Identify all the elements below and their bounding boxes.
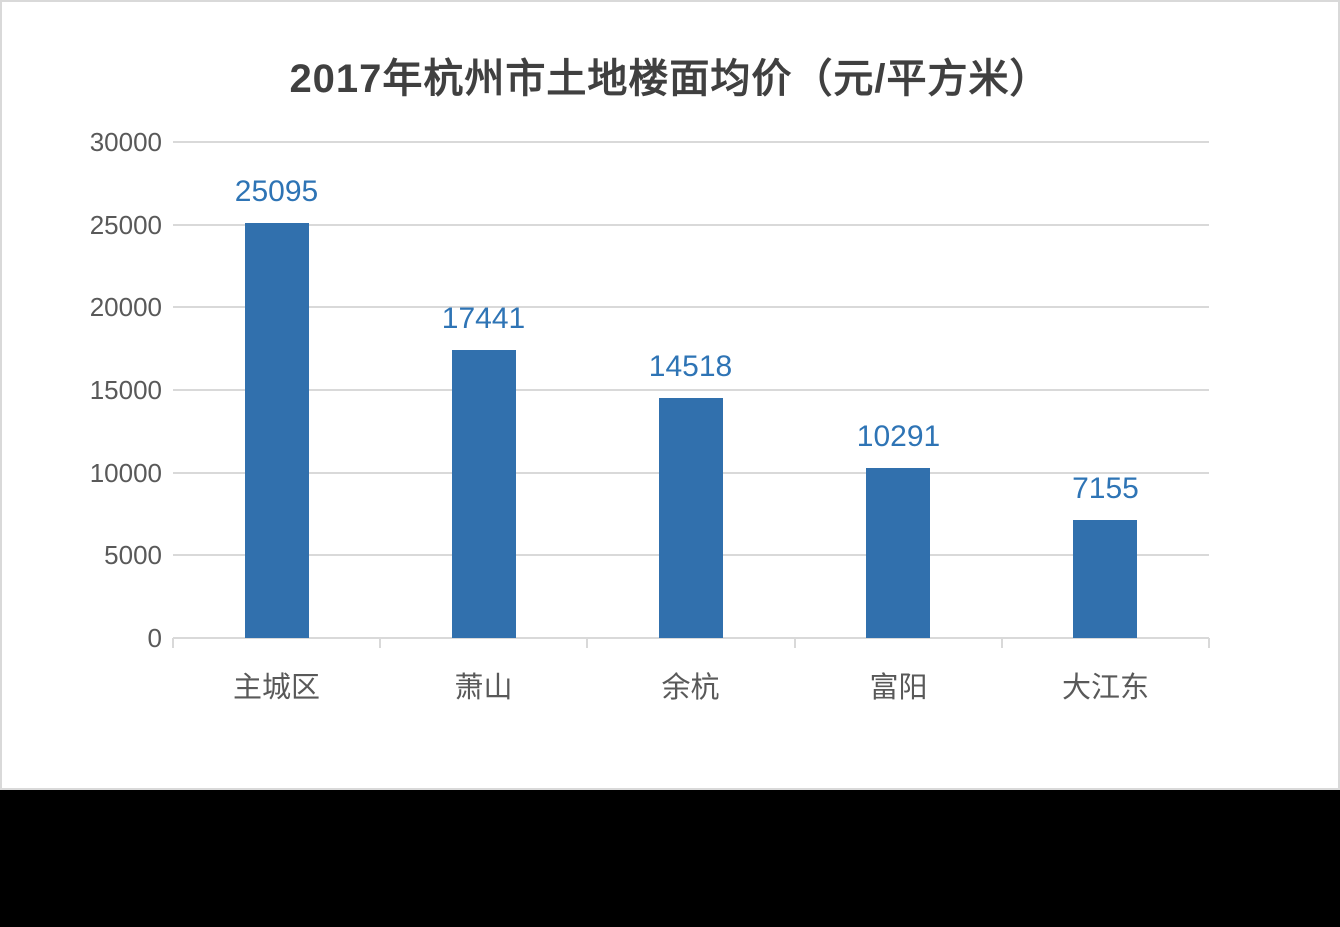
bar-value-label: 14518: [648, 350, 733, 383]
x-category-label: 大江东: [1061, 672, 1149, 704]
x-axis-tick: [586, 638, 588, 648]
gridline: [173, 389, 1209, 391]
x-axis-tick: [172, 638, 174, 648]
bar-value-label: 7155: [1072, 472, 1139, 505]
bar-4: [1073, 520, 1137, 638]
x-axis-tick: [1001, 638, 1003, 648]
chart-title: 2017年杭州市土地楼面均价（元/平方米）: [289, 57, 1051, 101]
x-category-label: 萧山: [454, 672, 513, 704]
bar-2: [659, 398, 723, 638]
gridline: [173, 223, 1209, 226]
bar-value-label: 17441: [441, 302, 526, 335]
plot-area: 0 5000 10000 15000 20000 25000 30000 25095 主城区 17…: [90, 129, 1210, 704]
y-tick-label: 30000: [89, 127, 162, 157]
bar-value-label: 10291: [856, 420, 941, 453]
bottom-black-band: [0, 790, 1340, 927]
bar-3: [866, 468, 930, 638]
gridline: [173, 306, 1209, 309]
chart-card: 2017年杭州市土地楼面均价（元/平方米） 0 5000 10000 15000 200…: [0, 0, 1340, 790]
y-tick-label: 5000: [104, 540, 162, 571]
gridline: [173, 637, 1209, 639]
gridline: [173, 141, 1209, 143]
bar-1: [452, 350, 516, 638]
x-axis-tick: [794, 638, 796, 648]
x-category-label: 主城区: [232, 672, 320, 704]
y-tick-label: 10000: [89, 457, 162, 488]
bar-value-label: 25095: [234, 175, 319, 208]
y-tick-label: 15000: [89, 375, 162, 405]
x-axis-tick: [1208, 638, 1210, 648]
bar-0: [245, 223, 309, 638]
x-category-label: 富阳: [869, 672, 928, 704]
y-tick-label: 0: [147, 623, 162, 653]
y-tick-label: 25000: [89, 209, 162, 240]
x-category-label: 余杭: [661, 672, 720, 704]
y-tick-label: 20000: [89, 292, 162, 323]
x-axis-tick: [379, 638, 381, 648]
